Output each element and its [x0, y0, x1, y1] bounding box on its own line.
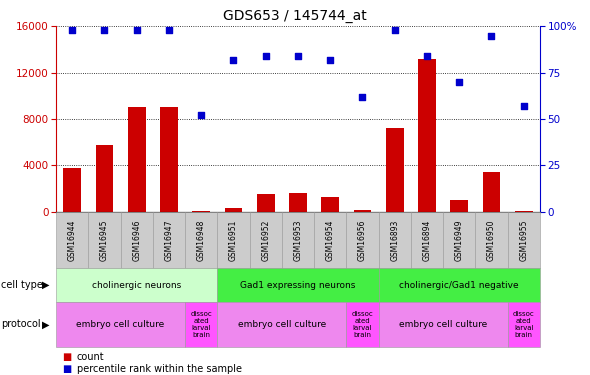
Point	[326, 57, 335, 63]
Point	[100, 27, 109, 33]
Bar	[56, 302, 185, 347]
Bar	[217, 212, 250, 268]
Text: GSM16955: GSM16955	[519, 219, 528, 261]
Text: dissoc
ated
larval
brain: dissoc ated larval brain	[513, 311, 535, 338]
Text: ■: ■	[62, 352, 71, 362]
Bar	[386, 128, 404, 212]
Text: embryo cell culture: embryo cell culture	[77, 320, 165, 329]
Bar	[257, 195, 274, 212]
Text: protocol: protocol	[1, 320, 41, 329]
Text: GSM16953: GSM16953	[293, 219, 303, 261]
Text: GSM16949: GSM16949	[455, 219, 464, 261]
Text: GSM16946: GSM16946	[132, 219, 141, 261]
Text: count: count	[77, 352, 104, 362]
Text: ▶: ▶	[42, 320, 49, 329]
Bar	[289, 194, 307, 212]
Bar	[63, 168, 81, 212]
Bar	[353, 210, 371, 212]
Point	[454, 79, 464, 85]
Text: cholinergic/Gad1 negative: cholinergic/Gad1 negative	[399, 280, 519, 290]
Text: GSM16944: GSM16944	[68, 219, 77, 261]
Bar	[476, 212, 507, 268]
Point	[293, 53, 303, 59]
Bar	[160, 108, 178, 212]
Bar	[515, 211, 533, 212]
Point	[422, 53, 432, 59]
Bar	[483, 172, 500, 212]
Bar	[225, 209, 242, 212]
Text: GSM16894: GSM16894	[422, 219, 431, 261]
Text: percentile rank within the sample: percentile rank within the sample	[77, 364, 242, 374]
Bar	[346, 302, 379, 347]
Bar	[185, 212, 217, 268]
Text: GSM16951: GSM16951	[229, 219, 238, 261]
Bar	[192, 211, 210, 212]
Bar	[120, 212, 153, 268]
Bar	[418, 59, 436, 212]
Text: cholinergic neurons: cholinergic neurons	[92, 280, 181, 290]
Bar	[128, 108, 146, 212]
Bar	[56, 268, 217, 302]
Bar	[450, 200, 468, 212]
Text: cell type: cell type	[1, 280, 43, 290]
Text: dissoc
ated
larval
brain: dissoc ated larval brain	[191, 311, 212, 338]
Text: GSM16954: GSM16954	[326, 219, 335, 261]
Text: GSM16893: GSM16893	[390, 219, 399, 261]
Point	[196, 112, 206, 118]
Bar	[443, 212, 476, 268]
Point	[519, 103, 529, 109]
Point	[487, 33, 496, 39]
Text: embryo cell culture: embryo cell culture	[399, 320, 487, 329]
Bar	[217, 302, 346, 347]
Bar	[346, 212, 379, 268]
Text: GSM16945: GSM16945	[100, 219, 109, 261]
Bar	[153, 212, 185, 268]
Bar	[411, 212, 443, 268]
Text: Gad1 expressing neurons: Gad1 expressing neurons	[240, 280, 356, 290]
Bar	[282, 212, 314, 268]
Bar	[379, 302, 507, 347]
Bar	[185, 302, 217, 347]
Point	[132, 27, 142, 33]
Bar	[379, 268, 540, 302]
Bar	[507, 212, 540, 268]
Text: GSM16950: GSM16950	[487, 219, 496, 261]
Point	[229, 57, 238, 63]
Bar	[507, 302, 540, 347]
Point	[164, 27, 173, 33]
Bar	[250, 212, 282, 268]
Bar	[314, 212, 346, 268]
Text: GDS653 / 145744_at: GDS653 / 145744_at	[223, 9, 367, 23]
Bar	[322, 197, 339, 212]
Text: GSM16952: GSM16952	[261, 219, 270, 261]
Point	[390, 27, 399, 33]
Bar	[96, 145, 113, 212]
Text: GSM16948: GSM16948	[196, 219, 206, 261]
Bar	[56, 212, 88, 268]
Point	[67, 27, 77, 33]
Text: embryo cell culture: embryo cell culture	[238, 320, 326, 329]
Bar	[379, 212, 411, 268]
Bar	[217, 268, 379, 302]
Point	[261, 53, 270, 59]
Text: GSM16956: GSM16956	[358, 219, 367, 261]
Text: dissoc
ated
larval
brain: dissoc ated larval brain	[352, 311, 373, 338]
Bar	[88, 212, 120, 268]
Text: ■: ■	[62, 364, 71, 374]
Text: ▶: ▶	[42, 280, 49, 290]
Point	[358, 94, 367, 100]
Text: GSM16947: GSM16947	[165, 219, 173, 261]
